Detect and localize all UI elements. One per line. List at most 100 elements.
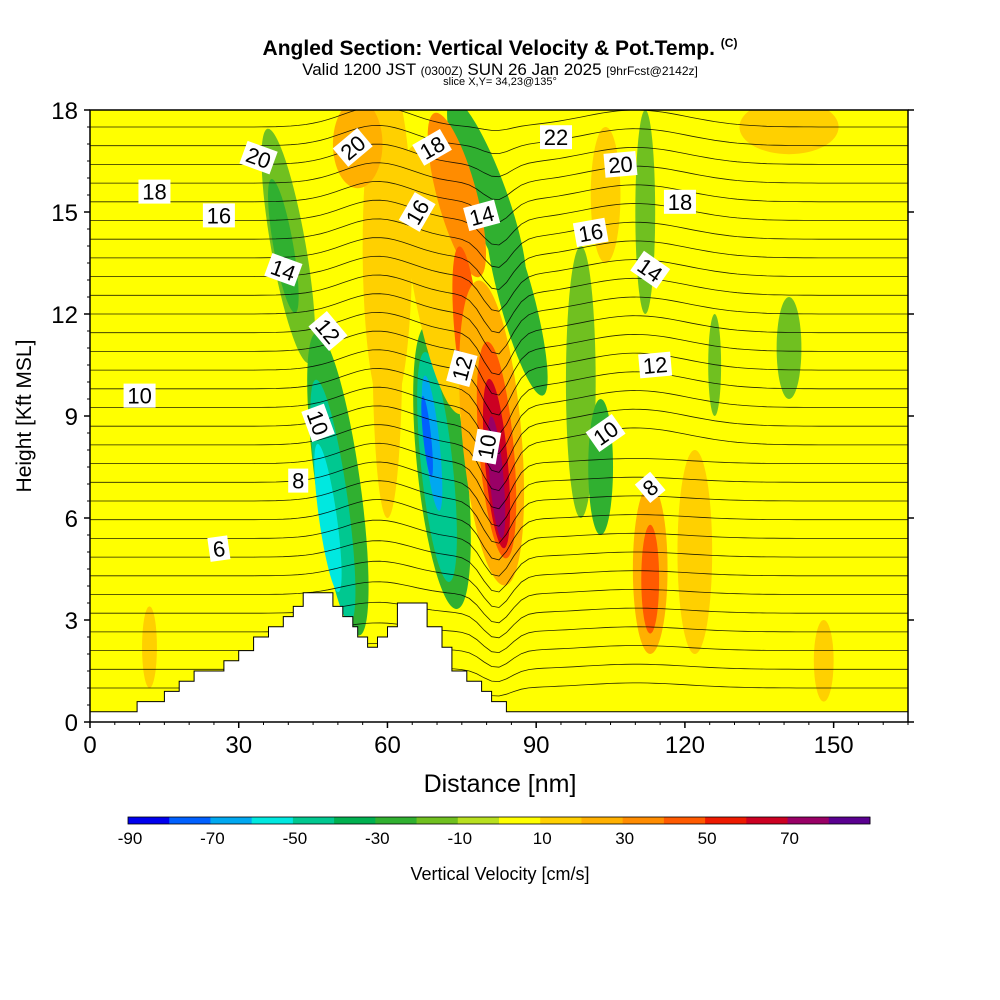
colorbar-swatch	[581, 817, 624, 824]
theta-contour	[90, 255, 908, 312]
contour-label-box	[540, 125, 573, 150]
chart-title: Angled Section: Vertical Velocity & Pot.…	[0, 36, 1000, 61]
x-tick-label: 120	[665, 732, 705, 759]
x-axis: 0 30 60 90 120 150	[83, 722, 909, 759]
contour-label: 16	[202, 203, 235, 228]
contour-label-box	[663, 189, 696, 214]
contour-label: 16	[572, 217, 609, 247]
colorbar-tick-label: 70	[780, 829, 799, 848]
y-tick-label: 3	[65, 608, 78, 635]
theta-contour	[90, 110, 908, 131]
theta-contour	[90, 386, 908, 455]
colorbar-tick-label: -30	[365, 829, 390, 848]
colorbar-label: Vertical Velocity [cm/s]	[410, 864, 589, 884]
velocity-cell	[314, 443, 342, 593]
colorbar-swatch	[375, 817, 418, 824]
colorbar-swatch	[457, 817, 500, 824]
colorbar-swatch	[334, 817, 376, 824]
theta-contour	[90, 461, 908, 527]
valid-prefix: Valid 1200 JST	[302, 60, 416, 79]
y-tick-label: 9	[65, 404, 78, 431]
contour-label: 10	[301, 403, 335, 442]
contour-label-text: 18	[142, 180, 166, 205]
colorbar-swatch	[169, 817, 211, 824]
theta-contour	[90, 162, 908, 201]
velocity-cell	[372, 178, 403, 518]
contour-label-box	[308, 311, 348, 351]
colorbar-swatch	[499, 817, 541, 824]
theta-contour	[90, 601, 908, 639]
y-tick-label: 12	[51, 302, 78, 329]
colorbar-swatch	[663, 817, 706, 824]
velocity-field	[90, 110, 908, 722]
contour-label-text: 22	[544, 125, 568, 150]
contour-label-box	[123, 383, 156, 408]
y-tick-label: 15	[51, 200, 78, 227]
x-tick-label: 0	[83, 732, 96, 759]
contour-label-text: 6	[211, 536, 227, 562]
colorbar-swatch	[828, 817, 871, 824]
contour-label-box	[332, 127, 373, 167]
colorbar: -90 -70 -50 -30 -10 10 30 50 70	[118, 816, 871, 848]
contour-label-text: 18	[668, 190, 692, 215]
colorbar-swatch	[292, 817, 335, 824]
contour-label-box	[446, 349, 478, 387]
velocity-cell	[641, 524, 660, 634]
velocity-cell	[565, 246, 596, 518]
valid-date: SUN 26 Jan 2025	[467, 60, 602, 79]
contour-label: 6	[207, 535, 231, 562]
theta-contour	[90, 143, 908, 178]
contour-label: 22	[540, 125, 573, 150]
forecast-info: [9hrFcst@2142z]	[606, 64, 698, 78]
contour-label-box	[301, 403, 335, 442]
contour-label-box	[202, 203, 235, 228]
theta-contour	[90, 499, 908, 561]
contour-label: 10	[123, 383, 156, 409]
colorbar-swatch	[705, 817, 747, 824]
colorbar-swatch	[787, 817, 830, 824]
contour-label-box	[264, 253, 303, 287]
velocity-cell	[142, 606, 157, 688]
theta-contour	[90, 274, 908, 334]
theta-contour	[90, 349, 908, 416]
theta-contour	[90, 237, 908, 290]
velocity-cell	[699, 552, 819, 722]
contour-label-text: 20	[607, 151, 634, 178]
velocity-cell	[739, 110, 839, 155]
y-tick-label: 18	[51, 98, 78, 125]
contour-label-text: 16	[207, 203, 231, 228]
velocity-cell	[485, 198, 548, 396]
colorbar-swatch	[540, 817, 582, 824]
y-tick-label: 6	[65, 506, 78, 533]
colorbar-swatch	[746, 817, 789, 824]
contour-label-box	[630, 250, 671, 289]
x-tick-label: 30	[225, 732, 252, 759]
contour-label: 14	[463, 199, 501, 232]
contour-label-box	[638, 351, 673, 379]
chart-title-main: Angled Section: Vertical Velocity & Pot.…	[262, 37, 715, 60]
contour-label: 20	[603, 151, 638, 178]
colorbar-swatch	[251, 817, 294, 824]
contour-label-box	[634, 471, 666, 504]
colorbar-tick-label: 30	[615, 829, 634, 848]
contour-label-box	[603, 151, 638, 178]
theta-contour	[90, 424, 908, 492]
slice-info: slice X,Y= 34,23@135°	[443, 76, 557, 88]
contour-label-text: 8	[292, 469, 304, 494]
velocity-cell	[677, 450, 713, 654]
contour-label-box	[412, 129, 452, 166]
contour-label: 10	[472, 428, 502, 465]
colorbar-swatch	[210, 817, 253, 824]
theta-contour	[90, 560, 908, 608]
colorbar-frame	[127, 816, 871, 825]
velocity-cell	[90, 535, 150, 705]
theta-contour	[90, 581, 908, 624]
contour-label: 16	[398, 192, 436, 232]
contour-label: 12	[446, 349, 478, 387]
x-tick-label: 150	[814, 732, 854, 759]
colorbar-tick-label: -90	[118, 829, 143, 848]
colorbar-tick-label: 10	[533, 829, 552, 848]
contour-label-box	[138, 179, 171, 204]
contour-label: 18	[138, 179, 171, 205]
